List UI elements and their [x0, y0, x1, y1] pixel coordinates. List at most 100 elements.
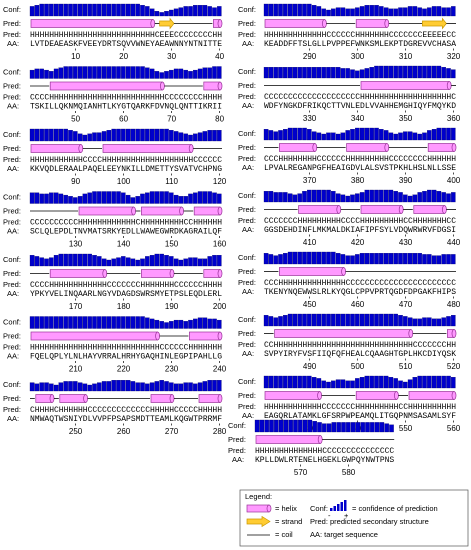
conf-bar [335, 253, 341, 265]
conf-bar [355, 313, 360, 327]
conf-bar [388, 8, 394, 17]
conf-bar [263, 315, 269, 327]
conf-bar [140, 316, 145, 329]
conf-bar [297, 3, 302, 17]
conf-bar [140, 128, 145, 142]
conf-bar [145, 256, 150, 267]
conf-bar [87, 133, 92, 142]
tick-label: 490 [303, 362, 317, 371]
conf-bar [388, 377, 394, 389]
conf-bar [297, 313, 302, 327]
pred-string: HHHHHHHHHHHHHHHHHHHHHHHHHHCEEECCCCCCCCHH [30, 31, 222, 40]
conf-bar [111, 258, 116, 267]
pred-label: Pred: [238, 340, 256, 349]
conf-bar [169, 9, 174, 17]
block: Conf:Pred:Pred:AA:HHHHHHHHHHHHHCCCCCCHHH… [238, 3, 461, 61]
conf-bar [183, 6, 188, 17]
conf-bar [369, 313, 374, 327]
conf-bar [369, 67, 374, 79]
tick-label: 550 [399, 424, 413, 433]
conf-bar [369, 375, 374, 389]
helix-cap [217, 394, 223, 403]
conf-bar [116, 3, 121, 17]
conf-bar [73, 3, 78, 17]
pred-label: Pred: [238, 278, 256, 287]
pred-string: CCCHHHHHHHHCCCCCCHHHHHHHHHCCCCCCCCHHHHHH [264, 155, 456, 164]
conf-bar [278, 316, 283, 327]
conf-bar [44, 3, 49, 17]
conf-bar [135, 196, 140, 204]
conf-bar [369, 189, 374, 203]
conf-bar [29, 69, 35, 79]
tick-label: 230 [165, 365, 179, 374]
tick-label: 340 [351, 114, 365, 123]
conf-bar [111, 3, 116, 17]
conf-bar [451, 69, 456, 79]
aa-label: AA: [7, 414, 19, 423]
conf-bar [326, 423, 332, 433]
conf-bar [335, 133, 341, 141]
legend-conf-bars [330, 500, 347, 511]
conf-bar [302, 127, 307, 141]
helix [59, 394, 86, 403]
conf-bar [427, 65, 432, 79]
legend-conf: Conf: [310, 504, 328, 513]
conf-bar [403, 65, 408, 79]
conf-bar [398, 7, 403, 17]
conf-bar [34, 5, 40, 17]
pred-label: Pred: [238, 216, 256, 225]
conf-bar [34, 383, 40, 392]
tick-label: 120 [213, 177, 227, 186]
conf-bar [335, 193, 341, 203]
conf-bar [393, 313, 398, 327]
conf-bar [154, 191, 160, 204]
conf-bar [121, 3, 126, 17]
pred-label: Pred: [238, 143, 256, 152]
tick-label: 260 [117, 427, 131, 436]
helix-cap [322, 19, 327, 28]
conf-bar [207, 318, 212, 329]
tick-label: 570 [294, 468, 308, 477]
conf-bar [317, 422, 322, 433]
conf-label: Conf: [238, 253, 256, 262]
conf-bar [326, 132, 331, 141]
conf-bar [345, 380, 350, 389]
conf-bar [202, 381, 208, 392]
conf-bar [374, 189, 379, 203]
conf-bar [77, 316, 83, 329]
conf-bar [116, 191, 121, 204]
conf-bar [73, 381, 78, 392]
conf-label: Conf: [238, 129, 256, 138]
tick-label: 480 [447, 300, 461, 309]
legend-bar [340, 502, 343, 511]
tick-label: 460 [351, 300, 365, 309]
helix-cap [150, 19, 156, 28]
conf-bar [188, 382, 193, 392]
pred-label: Pred: [228, 446, 246, 455]
helix [30, 144, 82, 153]
conf-bar [173, 131, 179, 142]
conf-bar [130, 381, 136, 392]
conf-bar [417, 65, 422, 79]
aa-string: EAGQRLATAMKLGFSRPWPEAMQLITGQPNMSASAMLSYF [264, 412, 456, 421]
helix-cap [49, 394, 55, 403]
conf-bar [398, 380, 403, 389]
conf-bar [106, 259, 112, 267]
tick-label: 360 [447, 114, 461, 123]
helix-cap [317, 435, 323, 444]
conf-bar [39, 128, 44, 142]
conf-bar [101, 191, 107, 204]
conf-bar [370, 422, 375, 433]
conf-bar [87, 3, 92, 17]
conf-bar [268, 191, 274, 203]
conf-bar [321, 380, 326, 389]
conf-bar [312, 421, 317, 433]
conf-bar [63, 316, 68, 329]
aa-string: WDFYNGKDFRIKQCTTVNLEDLVVAHHEMGHIQYFMQYKD [264, 102, 456, 111]
helix [102, 144, 192, 153]
conf-bar [287, 251, 293, 265]
conf-bar [388, 253, 394, 265]
conf-bar [169, 69, 174, 79]
conf-bar [77, 133, 83, 142]
conf-bar [355, 254, 360, 265]
